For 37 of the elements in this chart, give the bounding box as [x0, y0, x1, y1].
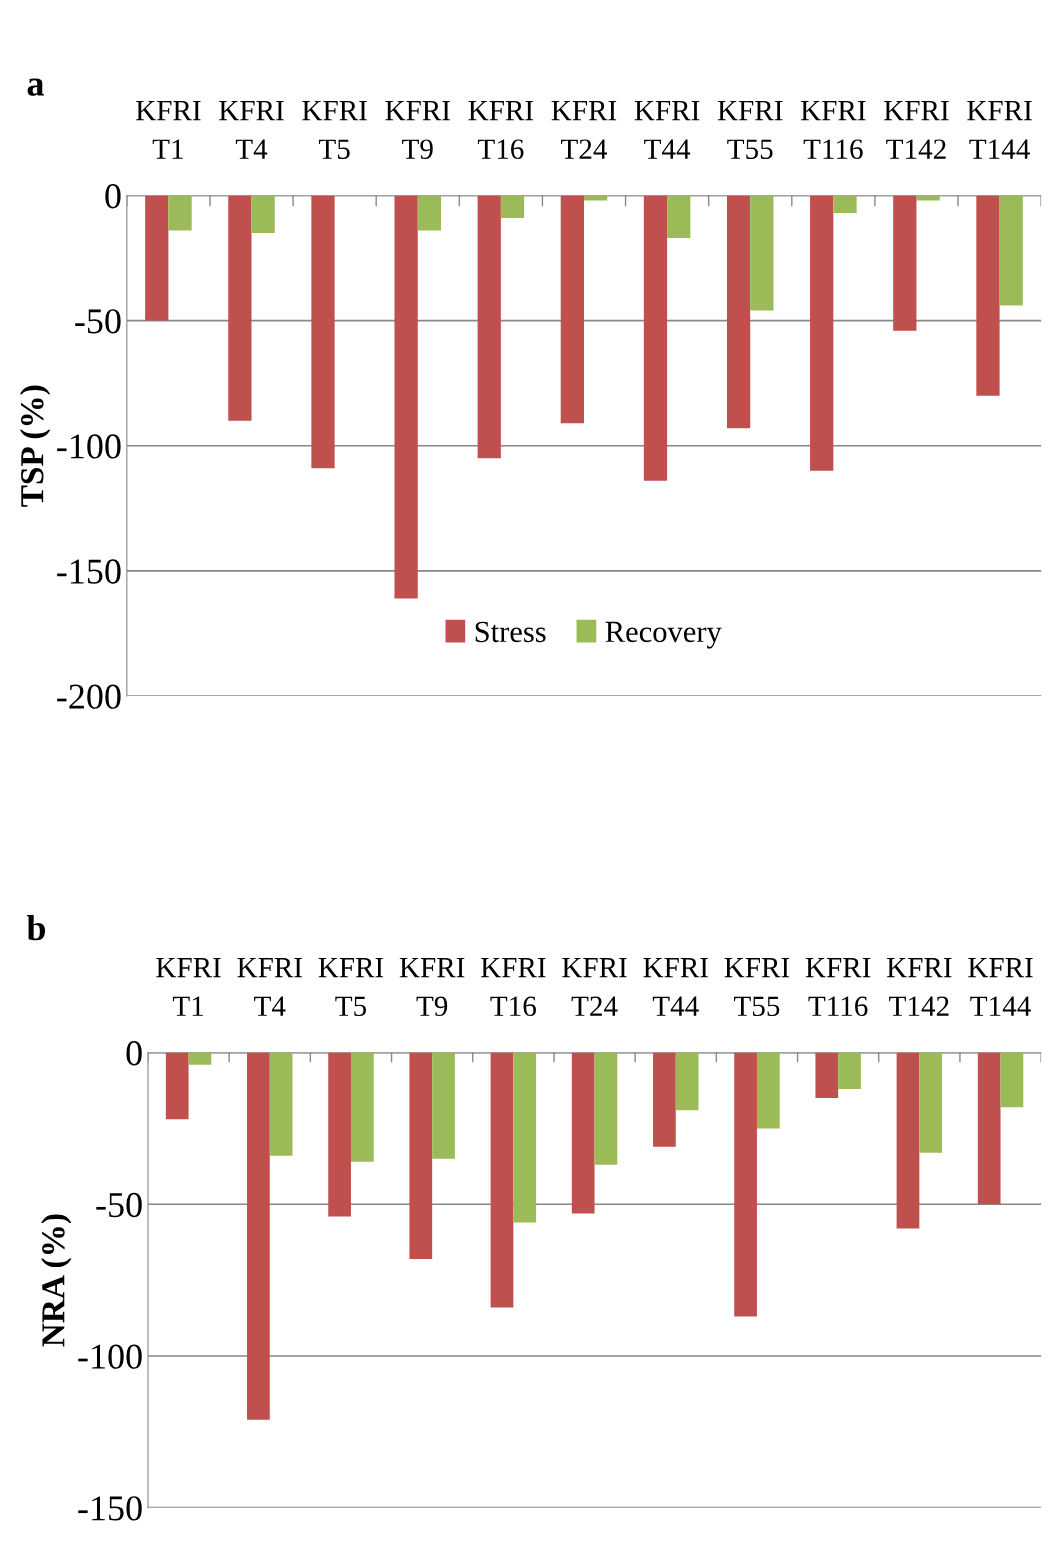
x-tick-label: KFRI T44: [643, 958, 708, 1016]
x-tick-label: KFRI T16: [480, 958, 546, 1017]
x-tick-label: KFRI T116: [800, 101, 866, 160]
y-axis-title: TSP (%): [20, 385, 51, 507]
x-tick-label: KFRI T144: [968, 958, 1033, 1016]
x-tick-label: KFRI T9: [399, 958, 465, 1017]
x-tick-label: KFRI T142: [886, 958, 952, 1016]
x-tick-label: KFRI T5: [318, 958, 384, 1017]
y-tick-label: -100: [78, 1344, 142, 1369]
x-tick-label: KFRI T55: [724, 958, 790, 1017]
x-tick-label: KFRI T144: [967, 101, 1032, 159]
y-axis-title: NRA (%): [41, 1214, 72, 1347]
y-tick-label: 0: [105, 184, 121, 209]
y-tick-label: -150: [78, 1496, 142, 1521]
y-tick-label: -200: [57, 684, 121, 709]
y-tick-label: -150: [57, 559, 121, 584]
x-tick-label: KFRI T1: [156, 958, 221, 1016]
x-tick-label: KFRI T9: [385, 101, 450, 160]
x-tick-label: KFRI T55: [717, 101, 783, 160]
y-tick-label: 0: [126, 1041, 142, 1066]
x-tick-label: KFRI T24: [562, 958, 627, 1016]
x-tick-label: KFRI T116: [805, 958, 871, 1017]
x-tick-label: KFRI T1: [136, 101, 201, 159]
x-tick-label: KFRI T142: [884, 101, 949, 159]
x-tick-label: KFRI T4: [219, 101, 284, 159]
x-tick-label: KFRI T44: [634, 101, 700, 159]
y-tick-label: -100: [57, 434, 121, 459]
chart-title: a: [27, 78, 44, 96]
x-tick-label: KFRI T16: [468, 101, 534, 160]
x-tick-label: KFRI T24: [551, 101, 617, 159]
x-tick-label: KFRI T4: [237, 958, 302, 1016]
chart-title: b: [26, 914, 46, 941]
y-tick-label: -50: [75, 309, 121, 334]
legend-label: Stress: [475, 621, 546, 643]
x-tick-label: KFRI T5: [302, 101, 367, 160]
legend-label: Recovery: [605, 621, 722, 649]
y-tick-label: -50: [96, 1192, 142, 1218]
